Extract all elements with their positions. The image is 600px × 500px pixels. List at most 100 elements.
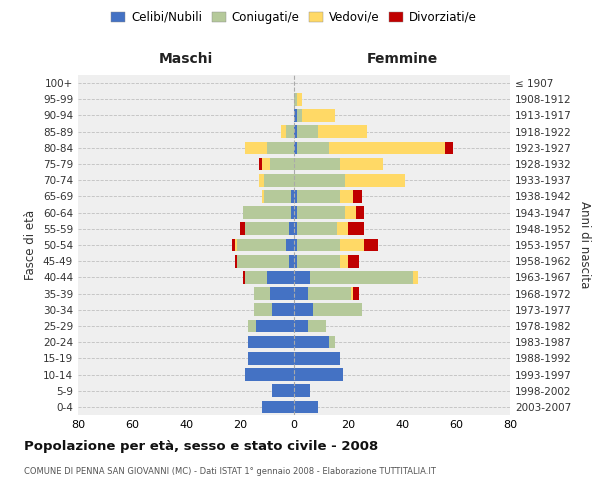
Bar (272, 304, 294, 316)
Bar (294, 126, 367, 138)
Bar (294, 304, 361, 316)
Bar (265, 190, 294, 202)
Bar (294, 288, 350, 300)
Bar (294, 320, 326, 332)
Bar (262, 158, 294, 170)
Bar (294, 352, 340, 364)
Bar (265, 174, 294, 186)
Bar (294, 400, 319, 413)
Bar (289, 222, 294, 235)
Bar (294, 255, 296, 268)
Bar (235, 238, 294, 252)
Bar (294, 271, 413, 283)
Bar (242, 206, 294, 219)
Bar (294, 174, 405, 186)
Bar (270, 158, 294, 170)
Bar (254, 288, 294, 300)
Bar (294, 271, 418, 283)
Bar (294, 400, 319, 413)
Bar (294, 368, 343, 381)
Bar (294, 384, 310, 397)
Bar (245, 368, 294, 381)
Bar (262, 190, 294, 202)
Bar (242, 206, 294, 219)
Bar (292, 190, 294, 202)
Bar (294, 384, 310, 397)
Text: Popolazione per età, sesso e stato civile - 2008: Popolazione per età, sesso e stato civil… (24, 440, 378, 453)
Bar (272, 384, 294, 397)
Bar (289, 255, 294, 268)
Bar (238, 238, 294, 252)
Bar (294, 206, 346, 219)
Bar (294, 126, 319, 138)
Bar (259, 174, 294, 186)
Bar (281, 126, 294, 138)
Bar (245, 222, 294, 235)
Bar (254, 304, 294, 316)
Bar (294, 320, 326, 332)
Bar (294, 336, 335, 348)
Bar (254, 288, 294, 300)
Bar (281, 126, 294, 138)
Bar (294, 304, 313, 316)
Bar (294, 255, 340, 268)
Bar (286, 238, 294, 252)
Bar (248, 320, 294, 332)
Text: Femmine: Femmine (367, 52, 437, 66)
Bar (256, 320, 294, 332)
Bar (294, 238, 340, 252)
Bar (294, 206, 364, 219)
Y-axis label: Fasce di età: Fasce di età (25, 210, 37, 280)
Bar (294, 109, 335, 122)
Bar (294, 174, 405, 186)
Bar (262, 400, 294, 413)
Bar (294, 93, 302, 106)
Bar (267, 271, 294, 283)
Bar (259, 174, 294, 186)
Bar (294, 384, 310, 397)
Bar (294, 174, 346, 186)
Bar (272, 384, 294, 397)
Bar (294, 352, 340, 364)
Bar (294, 206, 296, 219)
Text: Maschi: Maschi (159, 52, 213, 66)
Bar (294, 368, 343, 381)
Bar (294, 368, 343, 381)
Bar (294, 158, 383, 170)
Bar (248, 336, 294, 348)
Bar (294, 190, 361, 202)
Bar (248, 320, 294, 332)
Bar (254, 304, 294, 316)
Bar (294, 288, 308, 300)
Bar (294, 222, 337, 235)
Bar (294, 190, 296, 202)
Bar (294, 304, 361, 316)
Bar (242, 271, 294, 283)
Bar (238, 255, 294, 268)
Bar (272, 384, 294, 397)
Bar (254, 304, 294, 316)
Bar (238, 255, 294, 268)
Bar (294, 255, 348, 268)
Bar (294, 222, 348, 235)
Bar (294, 238, 378, 252)
Bar (294, 336, 329, 348)
Bar (245, 368, 294, 381)
Bar (248, 336, 294, 348)
Bar (294, 368, 343, 381)
Bar (294, 93, 296, 106)
Bar (235, 255, 294, 268)
Bar (270, 288, 294, 300)
Bar (294, 352, 340, 364)
Bar (245, 368, 294, 381)
Bar (294, 271, 418, 283)
Bar (294, 320, 326, 332)
Bar (248, 336, 294, 348)
Bar (292, 206, 294, 219)
Bar (294, 142, 445, 154)
Bar (245, 142, 294, 154)
Bar (259, 158, 294, 170)
Bar (294, 336, 335, 348)
Bar (262, 400, 294, 413)
Bar (294, 109, 296, 122)
